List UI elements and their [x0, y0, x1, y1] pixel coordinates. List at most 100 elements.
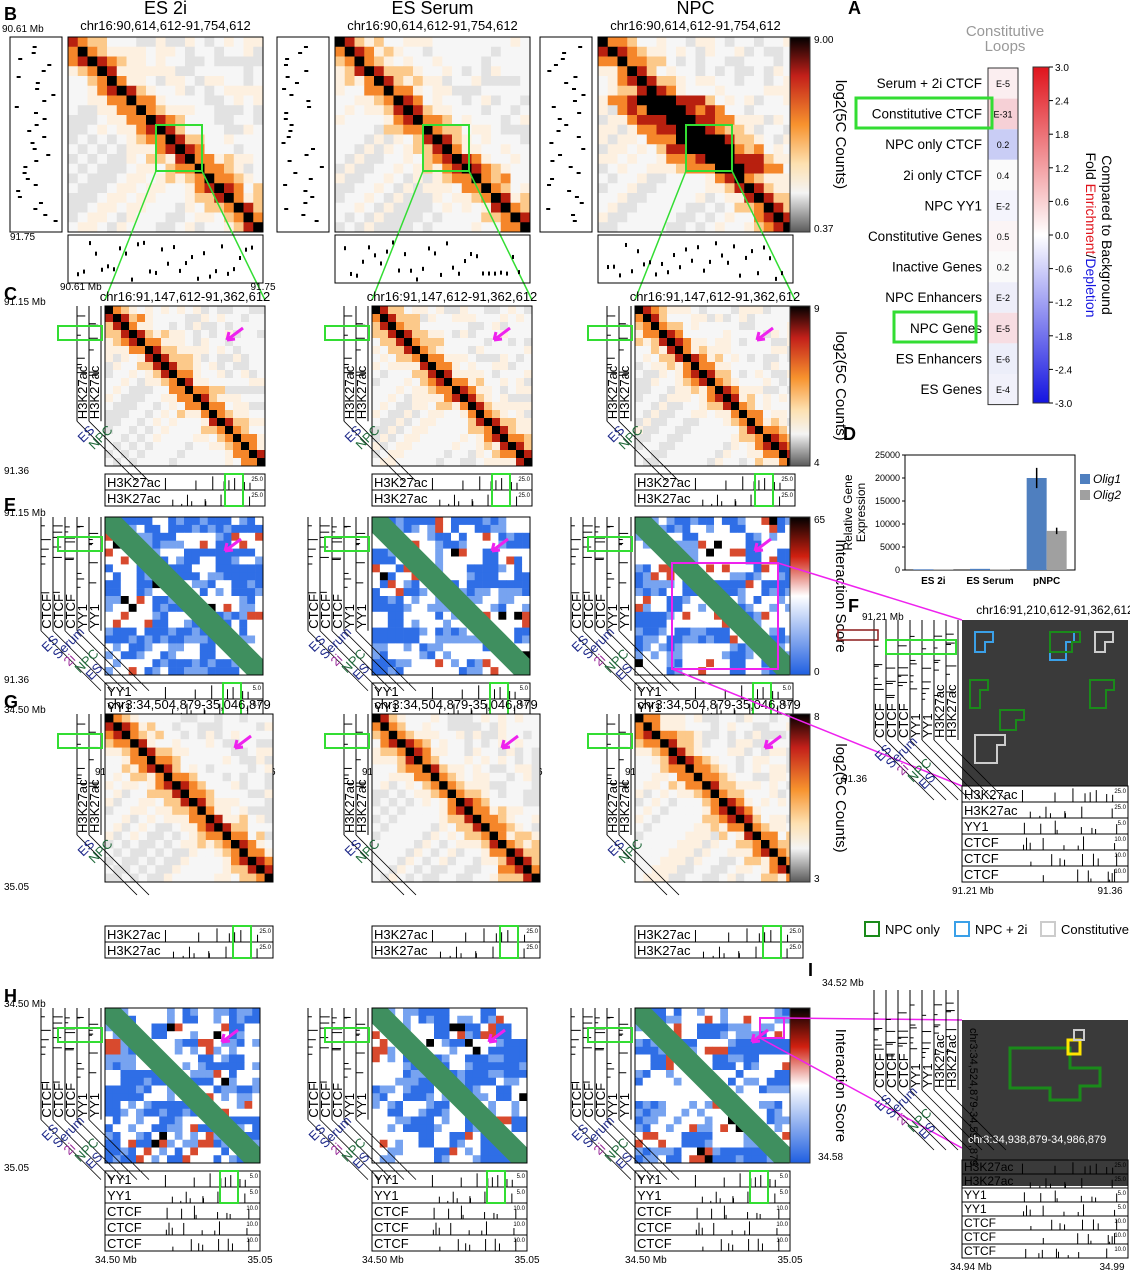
- heatmap-cell: [481, 739, 490, 748]
- heatmap-cell: [476, 378, 485, 387]
- heatmap-cell: [447, 873, 457, 883]
- heatmap-cell: [207, 556, 216, 565]
- heatmap-cell: [471, 85, 482, 96]
- heatmap-cell: [145, 346, 154, 355]
- heatmap-cell: [197, 873, 207, 883]
- heatmap-cell: [651, 402, 660, 411]
- heatmap-cell: [121, 338, 130, 347]
- heatmap-cell: [215, 524, 224, 534]
- heatmap-cell: [755, 370, 764, 379]
- heatmap-cell: [444, 354, 453, 363]
- heatmap-cell: [412, 434, 421, 443]
- heatmap-cell: [121, 442, 130, 451]
- heatmap-cell: [176, 659, 185, 668]
- heatmap-cell: [97, 202, 108, 213]
- heatmap-cell: [147, 840, 156, 849]
- heatmap-cell: [500, 76, 511, 87]
- heatmap-cell: [393, 124, 404, 135]
- heatmap-cell: [138, 873, 148, 883]
- heatmap-cell: [105, 789, 114, 799]
- heatmap-cell: [354, 115, 365, 126]
- heatmap-frame: [104, 713, 274, 883]
- heatmap-cell: [627, 85, 638, 96]
- heatmap-cell: [77, 144, 88, 155]
- heatmap-cell: [447, 789, 457, 799]
- track-scale: 25.0: [781, 493, 793, 499]
- left-track-label: YY1: [75, 604, 90, 629]
- heatmap-cell: [471, 76, 482, 87]
- heatmap-cell: [755, 306, 764, 315]
- heatmap-cell: [443, 643, 452, 652]
- heatmap-cell: [155, 814, 165, 824]
- heatmap-cell: [129, 450, 138, 459]
- heatmap-cell: [422, 163, 433, 174]
- heatmap-cell: [691, 402, 700, 411]
- heatmap-cell: [147, 714, 156, 723]
- heatmap-cell: [222, 756, 232, 765]
- heatmap-cell: [383, 144, 394, 155]
- heatmap-cell: [482, 517, 491, 526]
- heatmap-cell: [414, 739, 423, 748]
- heatmap-cell: [481, 840, 490, 849]
- heatmap-cell: [121, 756, 131, 765]
- heatmap-cell: [428, 378, 437, 387]
- heatmap-cell: [698, 532, 707, 541]
- heatmap-cell: [690, 540, 699, 549]
- heatmap-cell: [105, 806, 114, 816]
- heatmap-cell: [257, 450, 266, 459]
- heatmap-cell: [257, 378, 266, 387]
- heatmap-cell: [754, 37, 765, 48]
- heatmap-cell: [412, 338, 421, 347]
- heatmap-cell: [491, 134, 502, 145]
- heatmap-cell: [472, 865, 482, 874]
- heatmap-cell: [180, 856, 190, 866]
- heatmap-cell: [165, 173, 176, 184]
- heatmap-cell: [146, 115, 157, 126]
- heatmap-cell: [239, 814, 249, 824]
- heatmap-cell: [97, 85, 108, 96]
- heatmap-cell: [193, 426, 202, 435]
- heatmap-cell: [491, 193, 502, 204]
- heatmap-cell: [147, 730, 156, 740]
- heatmap-cell: [113, 831, 123, 841]
- heatmap-cell: [659, 434, 668, 443]
- heatmap-cell: [464, 823, 474, 832]
- heatmap-cell: [754, 85, 765, 96]
- heatmap-cell: [531, 814, 541, 824]
- heatmap-cell: [635, 346, 644, 355]
- heatmap-cell: [107, 222, 118, 233]
- heatmap-cell: [255, 540, 264, 549]
- heatmap-cell: [520, 183, 531, 194]
- heatmap-cell: [422, 222, 433, 233]
- heatmap-cell: [105, 330, 114, 339]
- heatmap-cell: [690, 524, 699, 534]
- heatmap-cell: [468, 418, 477, 427]
- heatmap-cell: [185, 426, 194, 435]
- heatmap-cell: [185, 212, 196, 223]
- heatmap-cell: [422, 173, 433, 184]
- heatmap-cell: [447, 798, 457, 807]
- heatmap-cell: [498, 580, 507, 589]
- heatmap-cell: [520, 124, 531, 135]
- heatmap-cell: [420, 346, 429, 355]
- heatmap-cell: [130, 781, 139, 790]
- heatmap-cell: [215, 572, 224, 581]
- heatmap-cell: [481, 46, 492, 57]
- heatmap-cell: [656, 115, 667, 126]
- heatmap-cell: [393, 154, 404, 165]
- heatmap-cell: [129, 330, 138, 339]
- heatmap-cell: [769, 572, 778, 581]
- heatmap-cell: [397, 756, 406, 765]
- heatmap-cell: [137, 354, 146, 363]
- heatmap-cell: [734, 124, 745, 135]
- heatmap-cell: [476, 322, 485, 331]
- heatmap-cell: [241, 354, 250, 363]
- heatmap-cell: [404, 426, 413, 435]
- heatmap-cell: [524, 322, 533, 331]
- heatmap-cell: [659, 314, 668, 323]
- heatmap-cell: [354, 144, 365, 155]
- heatmap-cell: [387, 596, 396, 605]
- heatmap-cell: [354, 76, 365, 87]
- heatmap-cell: [447, 823, 457, 832]
- heatmap-cell: [458, 517, 468, 526]
